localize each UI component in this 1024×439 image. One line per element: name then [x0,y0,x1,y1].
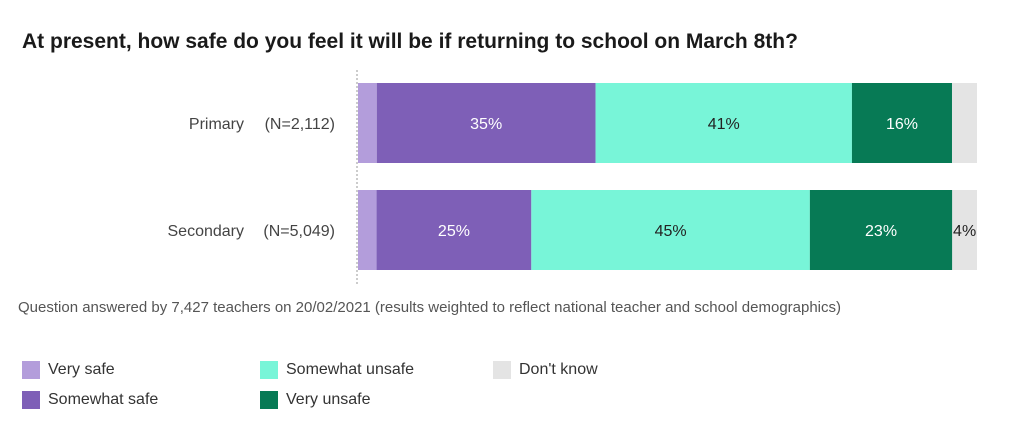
legend-label: Very unsafe [286,391,371,408]
legend-item: Very unsafe [260,391,371,409]
bar-segment [595,83,852,163]
category-label: Primary [189,116,244,133]
chart-title: At present, how safe do you feel it will… [22,30,798,53]
bar-segment [376,190,532,270]
data-label: 45% [655,223,687,240]
bar-segment [951,83,977,163]
legend-label: Somewhat unsafe [286,361,415,378]
legend-label: Very safe [48,361,115,378]
legend-item: Very safe [22,361,115,379]
bar-segment [358,190,377,270]
category-count-label: (N=2,112) [265,116,335,133]
legend-item: Somewhat safe [22,391,158,409]
data-label: 23% [865,223,897,240]
legend-item: Somewhat unsafe [260,361,414,379]
legend-label: Don't know [519,361,598,378]
stacked-bar-chart: Primary (N=2,112) 35% 41% 16% Secondary (N=5,0… [168,70,977,286]
legend-swatch [22,391,40,409]
category-count-label: (N=5,049) [263,223,335,240]
data-label: 16% [886,116,918,133]
bar-segment [358,83,377,163]
chart-footnote: Question answered by 7,427 teachers on 2… [18,299,842,316]
data-label: 25% [438,223,470,240]
legend-swatch [260,361,278,379]
bar-segment [952,190,977,270]
legend-label: Somewhat safe [48,391,159,408]
bar-segment [851,83,952,163]
data-label: 4% [953,223,976,240]
data-label: 41% [708,116,740,133]
legend-swatch [493,361,511,379]
bar-segment [531,190,810,270]
data-label: 35% [470,116,502,133]
bar-segment [809,190,953,270]
category-label: Secondary [168,223,245,240]
legend-swatch [260,391,278,409]
legend-item: Don't know [493,361,598,379]
legend-swatch [22,361,40,379]
bar-segment [376,83,596,163]
